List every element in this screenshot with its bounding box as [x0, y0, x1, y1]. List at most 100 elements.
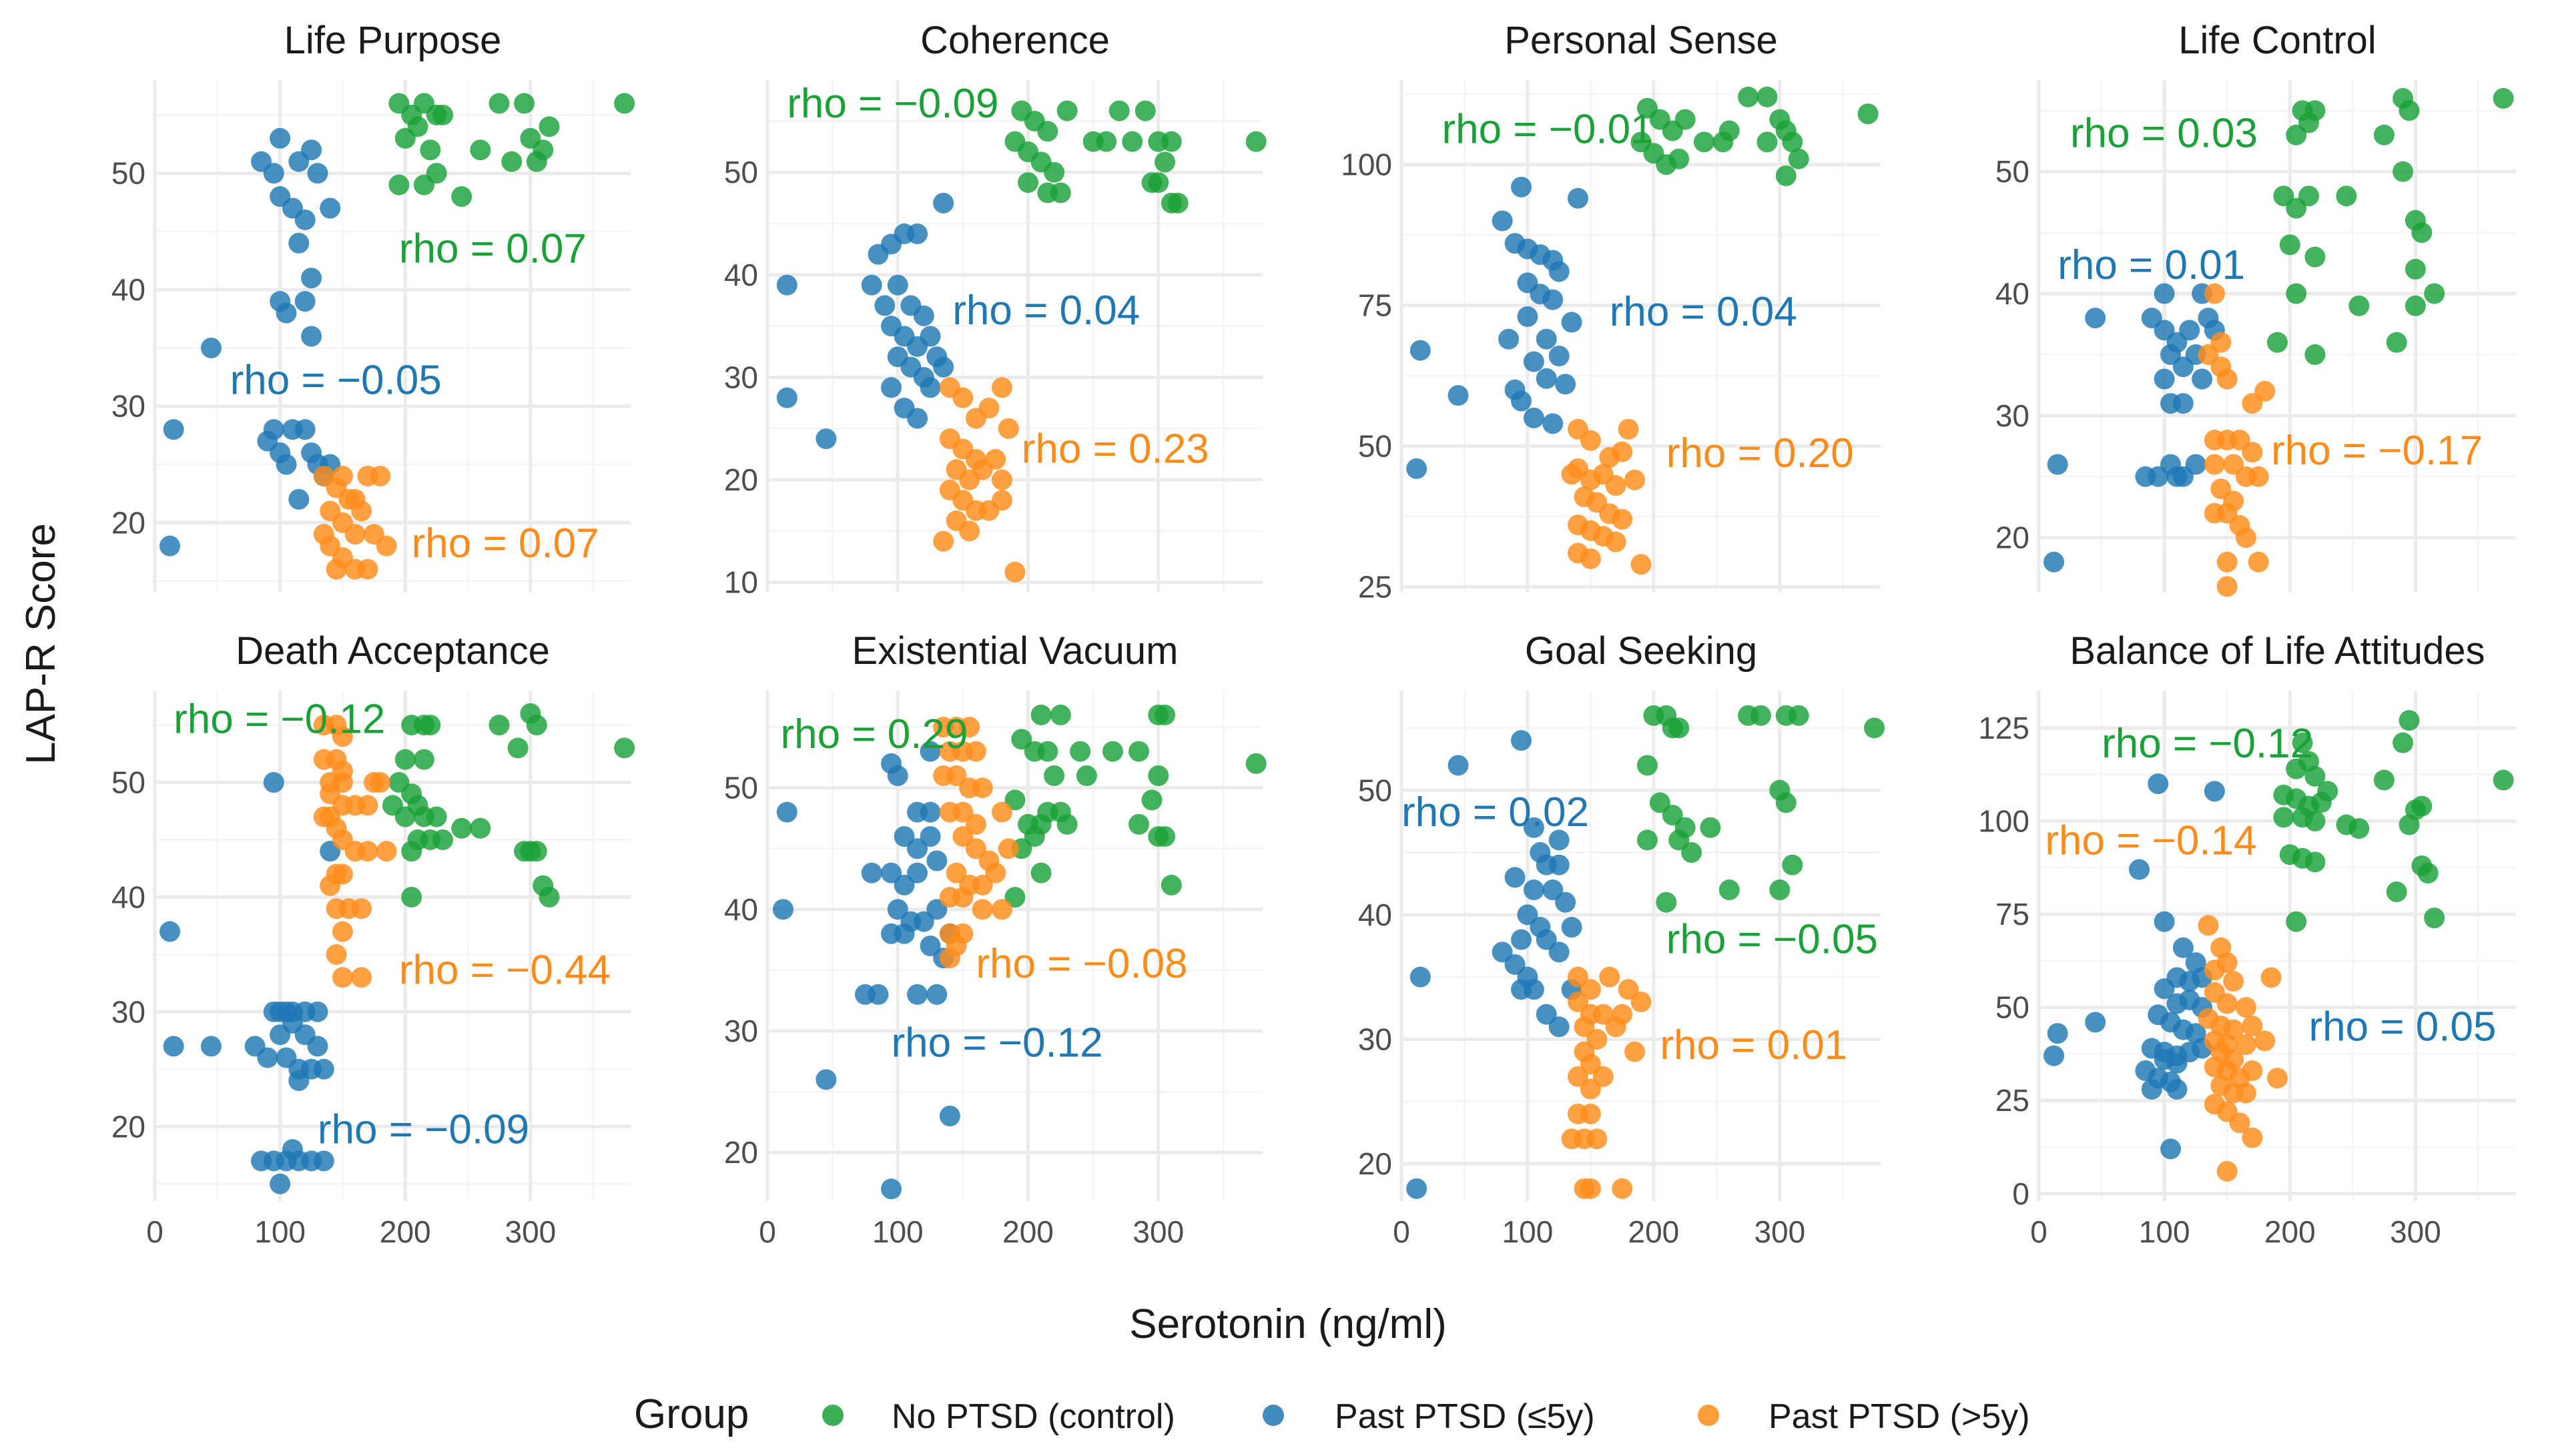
data-point [420, 139, 441, 161]
data-point [288, 232, 310, 254]
data-point [332, 921, 353, 942]
data-point [2216, 576, 2238, 597]
data-point [2386, 881, 2407, 903]
data-point [2386, 332, 2407, 353]
data-point [276, 302, 297, 324]
data-point [1542, 879, 1564, 901]
data-point [1448, 385, 1469, 406]
panel-2: 10 20 30 40 50 Coherence rho = −0.09 rho = 0.04… [724, 19, 1267, 600]
data-point [1523, 351, 1544, 372]
series-past5plus [1561, 966, 1652, 1199]
data-point [933, 356, 954, 378]
rho-annotation: rho = −0.08 [976, 941, 1187, 987]
panel-title: Life Purpose [284, 19, 502, 62]
data-point [432, 104, 454, 125]
data-point [913, 911, 934, 932]
data-point [301, 268, 322, 289]
x-tick-label: 0 [759, 1214, 776, 1249]
x-tick-label: 100 [2139, 1214, 2190, 1249]
data-point [1050, 182, 1071, 204]
data-point [426, 163, 447, 184]
data-point [946, 765, 967, 786]
data-point [2254, 380, 2276, 402]
data-point [1782, 854, 1803, 875]
data-point [1775, 792, 1797, 813]
data-point [991, 377, 1012, 398]
rho-annotation: rho = −0.05 [230, 358, 442, 404]
y-tick-label: 50 [1358, 429, 1392, 464]
rho-annotation: rho = 0.02 [1401, 789, 1589, 835]
data-point [1492, 210, 1513, 232]
data-point [270, 1173, 291, 1194]
data-point [2286, 283, 2307, 304]
data-point [2304, 246, 2326, 268]
data-point [1656, 891, 1677, 913]
data-point [301, 326, 322, 347]
data-point [2154, 283, 2175, 304]
data-point [959, 520, 980, 542]
data-point [614, 737, 635, 759]
y-tick-label: 50 [1995, 990, 2029, 1025]
data-point [2398, 814, 2420, 835]
data-point [1618, 979, 1639, 1000]
data-point [2424, 907, 2445, 929]
series-past5 [1406, 176, 1589, 479]
data-point [2417, 863, 2439, 884]
data-point [1738, 86, 1759, 107]
data-point [2286, 758, 2307, 779]
rho-annotation: rho = −0.14 [2045, 817, 2256, 863]
data-point [2166, 466, 2188, 487]
y-tick-label: 10 [724, 565, 758, 600]
x-tick-label: 0 [146, 1214, 164, 1249]
panel-6: 20 30 40 50 0 100 200 300 Existential Vacuum rho … [724, 629, 1267, 1249]
data-point [1517, 904, 1538, 926]
data-point [159, 535, 181, 557]
y-tick-label: 20 [1995, 520, 2029, 555]
data-point [991, 801, 1012, 823]
y-tick-label: 50 [1995, 154, 2029, 189]
data-point [1155, 151, 1176, 173]
x-tick-label: 0 [2030, 1214, 2047, 1249]
data-point [1586, 1028, 1608, 1050]
data-point [1718, 879, 1740, 901]
data-point [257, 1047, 278, 1068]
data-point [939, 948, 960, 969]
data-point [2404, 295, 2426, 316]
data-point [2279, 234, 2300, 256]
data-point [2267, 332, 2288, 353]
y-tick-label: 30 [1358, 1022, 1392, 1056]
y-tick-label: 40 [111, 879, 145, 914]
rho-annotation: rho = −0.05 [1666, 916, 1878, 962]
data-point [1712, 131, 1734, 153]
data-point [920, 801, 941, 823]
x-axis-label: Serotonin (ng/ml) [1129, 1301, 1447, 1347]
data-point [939, 1106, 960, 1126]
data-point [991, 899, 1012, 920]
data-point [1542, 413, 1564, 434]
data-point [1504, 867, 1526, 888]
data-point [313, 1058, 334, 1080]
data-point [1548, 854, 1570, 875]
data-point [1511, 730, 1532, 751]
y-tick-label: 50 [724, 771, 758, 805]
panel-7: 20 30 40 50 0 100 200 300 Goal Seeking rho = 0.02… [1358, 629, 1885, 1249]
data-point [1568, 1066, 1589, 1087]
data-point [163, 1036, 184, 1057]
data-point [926, 850, 948, 871]
data-point [1148, 172, 1169, 194]
data-point [959, 717, 980, 738]
data-point [1024, 826, 1045, 847]
series-past5 [1406, 730, 1582, 1199]
data-point [2141, 1078, 2162, 1100]
data-point [2154, 911, 2175, 932]
data-point [1612, 1178, 1633, 1199]
series-past5 [159, 127, 341, 557]
x-tick-label: 200 [1628, 1214, 1680, 1249]
data-point [294, 209, 316, 230]
data-point [1030, 704, 1052, 725]
data-point [887, 899, 908, 920]
data-point [1517, 306, 1538, 327]
data-point [2304, 344, 2326, 365]
data-point [972, 777, 993, 799]
data-point [2260, 967, 2282, 988]
